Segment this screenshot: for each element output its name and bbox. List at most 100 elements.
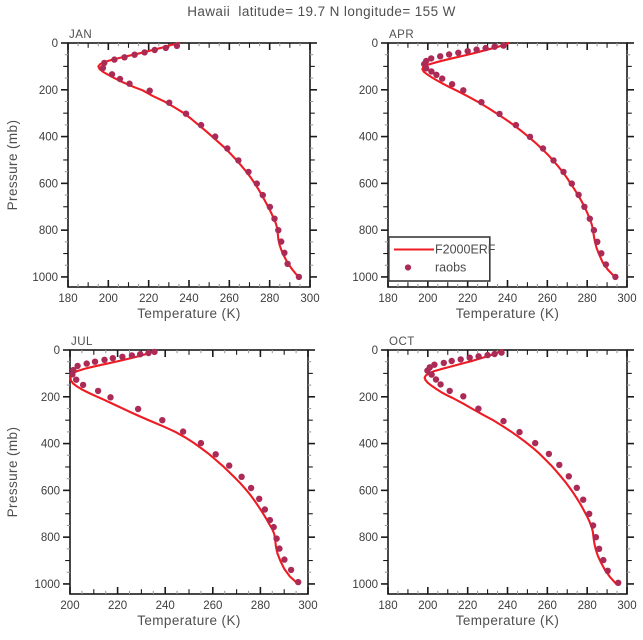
raobs-dot xyxy=(428,55,435,62)
raobs-dot xyxy=(428,68,435,75)
plot-title: Hawaii latitude= 19.7 N longitude= 155 W xyxy=(187,4,456,19)
raobs-dot xyxy=(212,133,219,140)
x-tick-label: 200 xyxy=(418,600,437,612)
raobs-dot xyxy=(575,191,582,198)
raobs-dot xyxy=(235,157,242,164)
raobs-dot xyxy=(73,376,80,383)
x-tick-label: 180 xyxy=(58,293,77,305)
raobs-dot xyxy=(173,42,181,49)
raobs-dot xyxy=(565,473,572,480)
raobs-dot xyxy=(101,356,108,363)
raobs-dot xyxy=(266,203,274,211)
x-tick-label: 300 xyxy=(617,293,636,305)
x-tick-label: 220 xyxy=(458,293,477,305)
raobs-dot xyxy=(99,64,107,72)
raobs-dot xyxy=(119,353,126,360)
raobs-dot xyxy=(134,405,142,413)
x-axis-title: Temperature (K) xyxy=(137,613,241,628)
raobs-dot xyxy=(253,180,260,187)
y-tick-label: 200 xyxy=(359,392,378,404)
raobs-dot xyxy=(586,215,593,222)
raobs-dot xyxy=(526,133,534,140)
raobs-dot xyxy=(247,484,255,492)
x-tick-label: 240 xyxy=(179,293,198,305)
raobs-dot xyxy=(146,87,153,94)
raobs-dot xyxy=(256,495,263,502)
raobs-dot xyxy=(224,145,231,152)
raobs-dot xyxy=(556,461,563,469)
y-tick-label: 1000 xyxy=(352,272,378,284)
raobs-dot xyxy=(424,367,431,374)
x-tick-label: 260 xyxy=(220,293,239,305)
raobs-dot xyxy=(496,110,503,118)
raobs-dot xyxy=(568,180,575,187)
raobs-dot xyxy=(598,250,605,257)
raobs-dot xyxy=(590,227,598,234)
raobs-dot xyxy=(101,59,108,67)
raobs-dot xyxy=(491,350,498,358)
raobs-dot xyxy=(560,168,567,176)
raobs-dot xyxy=(151,46,158,54)
raobs-dot xyxy=(600,556,607,564)
y-tick-label: 0 xyxy=(372,345,378,357)
raobs-dot xyxy=(295,273,303,281)
raobs-dot xyxy=(484,351,491,359)
plot-frame xyxy=(69,349,309,595)
x-axis-title: Temperature (K) xyxy=(137,306,241,321)
raobs-dot xyxy=(612,273,619,281)
raobs-dot xyxy=(437,53,444,60)
raobs-dot xyxy=(539,145,547,152)
x-tick-label: 300 xyxy=(298,600,317,612)
raobs-dot xyxy=(287,566,295,574)
raobs-dot xyxy=(107,394,114,401)
raobs-dot xyxy=(238,473,245,480)
raobs-dot xyxy=(482,44,489,52)
raobs-dot xyxy=(446,387,453,395)
raobs-dot xyxy=(592,534,600,541)
raobs-dot xyxy=(278,238,285,245)
x-tick-label: 200 xyxy=(418,293,437,305)
raobs-dot xyxy=(259,191,266,199)
raobs-dot xyxy=(94,387,102,395)
raobs-dot xyxy=(460,87,467,94)
raobs-dot xyxy=(498,349,505,356)
raobs-dot xyxy=(432,376,440,383)
x-axis-title: Temperature (K) xyxy=(456,306,560,321)
raobs-dot xyxy=(550,157,557,164)
raobs-dot xyxy=(284,260,291,267)
raobs-dot xyxy=(162,44,169,52)
raobs-dot xyxy=(121,54,128,61)
raobs-dot xyxy=(466,354,473,361)
x-tick-label: 220 xyxy=(458,600,477,612)
raobs-dot xyxy=(439,75,446,82)
raobs-dot xyxy=(475,353,482,360)
raobs-dot xyxy=(197,439,205,447)
raobs-dot xyxy=(428,371,435,378)
y-tick-label: 800 xyxy=(359,532,378,544)
raobs-dot xyxy=(179,428,187,435)
raobs-dot xyxy=(445,51,453,58)
raobs-dot xyxy=(166,99,173,106)
x-tick-label: 180 xyxy=(378,293,397,305)
raobs-dot xyxy=(573,484,580,491)
y-tick-label: 0 xyxy=(52,38,58,50)
raobs-dot xyxy=(516,428,523,436)
raobs-dot xyxy=(448,357,455,365)
x-tick-label: 220 xyxy=(108,600,127,612)
y-tick-label: 0 xyxy=(372,38,378,50)
x-tick-label: 260 xyxy=(203,600,222,612)
x-tick-label: 180 xyxy=(378,600,397,612)
x-tick-label: 280 xyxy=(251,600,270,612)
x-tick-label: 280 xyxy=(260,293,279,305)
x-tick-label: 240 xyxy=(498,600,517,612)
raobs-dot xyxy=(83,360,90,367)
f2000erf-line xyxy=(97,41,300,278)
raobs-dot xyxy=(457,356,464,363)
panel-month-label: JUL xyxy=(71,336,93,348)
y-tick-label: 400 xyxy=(359,132,378,144)
legend-box xyxy=(387,236,491,282)
x-tick-label: 240 xyxy=(498,293,517,305)
raobs-dot xyxy=(226,462,233,469)
f2000erf-line xyxy=(423,348,618,585)
